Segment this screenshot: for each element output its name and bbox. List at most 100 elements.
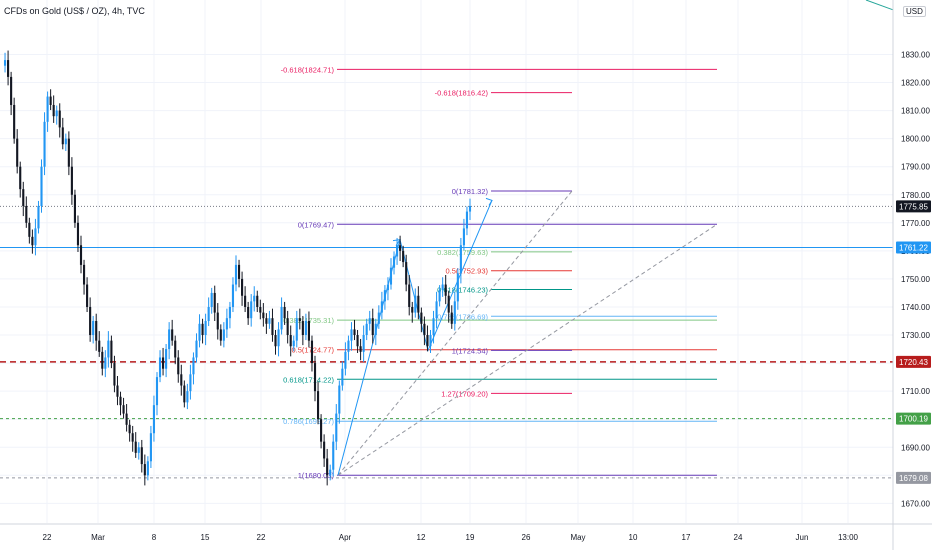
- fib-level-label: 0(1781.32): [452, 187, 489, 196]
- candle-body: [429, 335, 432, 347]
- price-badge-label: 1679.08: [899, 474, 928, 483]
- candle-body: [295, 318, 298, 341]
- candle-body: [222, 329, 225, 341]
- candle-body: [158, 357, 162, 378]
- fib-level-label: -0.618(1824.71): [281, 65, 335, 74]
- candle-body: [271, 318, 274, 336]
- candle-body: [323, 441, 326, 459]
- candle-body: [329, 469, 332, 476]
- candle-body: [383, 290, 386, 302]
- fib-level-label: -0.618(1816.42): [435, 89, 489, 98]
- candle-body: [468, 205, 472, 212]
- candle-body: [70, 166, 73, 195]
- candle-body: [186, 391, 189, 403]
- candle-body: [231, 284, 235, 307]
- y-tick-label: 1690.00: [901, 443, 930, 452]
- y-axis: 1670.001680.001690.001700.001710.001720.…: [892, 0, 932, 550]
- candle-body: [399, 245, 402, 251]
- candle-body: [177, 357, 180, 375]
- candle-body: [462, 228, 465, 246]
- candle-body: [98, 340, 101, 352]
- candle-body: [247, 306, 250, 319]
- candle-body: [350, 329, 353, 341]
- candle-body: [225, 318, 228, 330]
- price-badge-label: 1775.85: [899, 202, 928, 211]
- candle-body: [192, 357, 195, 375]
- x-tick-label: 24: [734, 533, 743, 542]
- fib-levels: -0.618(1824.71) -0.618(1816.42) 0(1781.32)…: [0, 65, 893, 480]
- candle-body: [301, 321, 304, 336]
- x-tick-label: 26: [522, 533, 531, 542]
- candle-body: [162, 357, 165, 369]
- fib-level-label: 1.27(1709.20): [441, 389, 488, 398]
- candle-body: [165, 349, 168, 369]
- x-tick-label: 10: [629, 533, 638, 542]
- candle-body: [420, 312, 423, 324]
- candles: [3, 50, 472, 486]
- candle-body: [341, 368, 344, 386]
- candle-body: [137, 447, 140, 453]
- candle-body: [289, 335, 292, 347]
- candle-body: [438, 290, 441, 302]
- candle-body: [125, 413, 128, 425]
- x-tick-label: 17: [682, 533, 691, 542]
- y-tick-label: 1780.00: [901, 191, 930, 200]
- candle-body: [426, 335, 429, 347]
- x-tick-label: May: [570, 533, 585, 542]
- candle-body: [396, 245, 399, 257]
- candle-body: [392, 256, 396, 268]
- candle-body: [58, 110, 61, 128]
- price-badge: [896, 412, 931, 425]
- candle-body: [143, 464, 146, 476]
- candle-body: [432, 318, 435, 336]
- currency-button[interactable]: USD: [903, 6, 926, 17]
- candle-body: [344, 351, 347, 369]
- y-axis-background: [893, 0, 932, 550]
- candle-body: [389, 267, 393, 285]
- price-badge-label: 1700.19: [899, 415, 928, 424]
- candle-body: [131, 433, 134, 442]
- candle-body: [237, 264, 241, 279]
- y-tick-label: 1790.00: [901, 163, 930, 172]
- candle-body: [441, 284, 444, 291]
- fib-level-label: 1(1680.03): [298, 471, 335, 480]
- candle-body: [450, 312, 453, 324]
- candle-body: [241, 278, 244, 296]
- candle-body: [374, 323, 377, 336]
- candle-body: [31, 236, 34, 246]
- candle-body: [298, 318, 301, 321]
- price-badge: [896, 200, 931, 213]
- candle-body: [316, 391, 320, 420]
- x-axis: 22 Mar 8 15 22 Apr 12 19 26 May 10 17 24 Jun 13:00: [0, 523, 932, 542]
- candle-body: [368, 318, 371, 324]
- candle-body: [28, 222, 31, 237]
- candle-body: [380, 301, 383, 313]
- candle-body: [356, 335, 359, 347]
- candle-body: [110, 340, 113, 364]
- fib-level-label: 0.786(1699.27): [283, 417, 334, 426]
- candle-body: [82, 264, 86, 285]
- candle-body: [128, 424, 131, 434]
- y-tick-label: 1810.00: [901, 107, 930, 116]
- candle-body: [210, 292, 213, 307]
- candle-body: [262, 312, 265, 319]
- candle-body: [265, 318, 268, 324]
- projection-arrow: [485, 197, 493, 206]
- y-tick-label: 1770.00: [901, 219, 930, 228]
- candle-body: [89, 306, 92, 336]
- candle-body: [417, 295, 420, 313]
- fib-level-label: 0.382(1759.63): [437, 248, 488, 257]
- candle-body: [250, 301, 253, 319]
- grid: [0, 0, 893, 523]
- price-badge: [896, 471, 931, 484]
- candle-body: [207, 306, 210, 321]
- x-tick-label: 19: [466, 533, 475, 542]
- candle-body: [86, 284, 89, 307]
- candle-body: [3, 60, 7, 66]
- candle-body: [149, 433, 152, 462]
- candle-body: [365, 323, 368, 336]
- candle-body: [155, 377, 159, 406]
- candle-body: [386, 284, 390, 291]
- candle-body: [371, 318, 374, 336]
